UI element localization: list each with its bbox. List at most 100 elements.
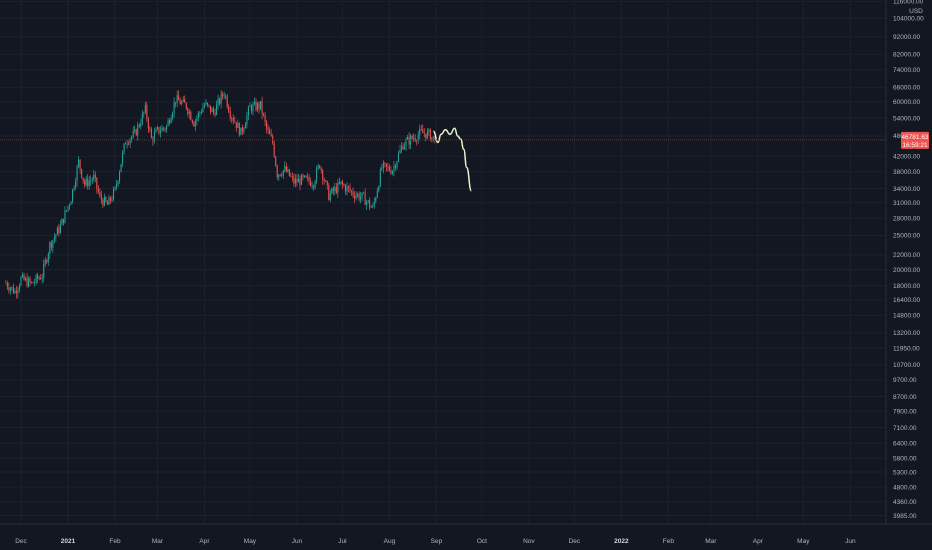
candle-body bbox=[228, 106, 230, 112]
x-tick-label: 2022 bbox=[614, 538, 629, 545]
candle-body bbox=[196, 117, 198, 121]
candle-body bbox=[153, 132, 155, 142]
candle-body bbox=[376, 190, 378, 198]
candle-body bbox=[209, 105, 212, 113]
candle-body bbox=[313, 185, 315, 188]
candle-body bbox=[187, 108, 189, 114]
candle-body bbox=[100, 195, 102, 200]
candle-body bbox=[363, 192, 365, 194]
candle-body bbox=[73, 187, 75, 190]
candle-body bbox=[287, 169, 289, 172]
candle-body bbox=[346, 186, 348, 192]
candle-body bbox=[38, 278, 40, 279]
x-tick-label: Jul bbox=[338, 538, 347, 545]
candle-body bbox=[146, 104, 148, 119]
candle-body bbox=[188, 112, 190, 114]
candle-body bbox=[68, 204, 71, 207]
candle-body bbox=[167, 120, 169, 126]
candle-body bbox=[375, 197, 377, 202]
candle-body bbox=[384, 162, 386, 164]
candle-body bbox=[62, 218, 64, 223]
candle-body bbox=[404, 145, 406, 150]
candle-body bbox=[284, 165, 286, 171]
candle-body bbox=[426, 131, 428, 139]
candle-body bbox=[357, 193, 359, 196]
candle-body bbox=[302, 175, 304, 177]
x-tick-label: Apr bbox=[753, 538, 764, 545]
candle-body bbox=[414, 138, 416, 141]
candle-body bbox=[8, 287, 10, 291]
candle-body bbox=[106, 201, 108, 205]
candle-body bbox=[21, 274, 24, 278]
candle-body bbox=[70, 201, 72, 205]
candle-body bbox=[119, 172, 121, 182]
candle-body bbox=[413, 138, 415, 139]
y-tick-label: 14800.00 bbox=[893, 313, 920, 320]
candle-body bbox=[266, 121, 268, 130]
candle-body bbox=[147, 118, 149, 129]
candle-body bbox=[78, 159, 80, 167]
candle-body bbox=[429, 129, 431, 141]
forecast-drawing[interactable] bbox=[432, 127, 473, 192]
candle-body bbox=[247, 107, 249, 116]
y-tick-label: 60000.00 bbox=[893, 99, 920, 106]
candle-body bbox=[405, 139, 407, 146]
candle-body bbox=[193, 122, 195, 127]
y-tick-label: 42000.00 bbox=[893, 154, 920, 161]
candle-body bbox=[72, 189, 74, 202]
candle-body bbox=[261, 101, 263, 114]
candle-body bbox=[12, 287, 14, 294]
x-tick-label: 2021 bbox=[61, 538, 76, 545]
y-tick-label: 82000.00 bbox=[893, 52, 920, 59]
y-tick-label: 10700.00 bbox=[893, 362, 920, 369]
candle-body bbox=[417, 134, 419, 141]
candle-body bbox=[87, 178, 89, 187]
candle-body bbox=[179, 100, 181, 105]
x-tick-label: Nov bbox=[523, 538, 535, 545]
candle-body bbox=[235, 122, 237, 129]
candle-body bbox=[108, 197, 110, 205]
candle-body bbox=[141, 113, 143, 124]
candle-body bbox=[29, 278, 31, 283]
candle-body bbox=[226, 96, 228, 107]
candle-body bbox=[300, 175, 303, 185]
candle-body bbox=[137, 124, 139, 136]
candle-body bbox=[332, 188, 334, 192]
candle-body bbox=[176, 95, 178, 103]
candle-body bbox=[338, 182, 340, 184]
candle-body bbox=[269, 130, 271, 135]
candle-body bbox=[34, 282, 36, 284]
candle-body bbox=[370, 206, 372, 208]
candle-body bbox=[256, 103, 259, 111]
candle-body bbox=[88, 180, 90, 187]
candle-body bbox=[432, 136, 434, 138]
candle-body bbox=[319, 165, 321, 168]
candle-body bbox=[402, 146, 404, 150]
candle-body bbox=[337, 182, 339, 193]
candle-body bbox=[35, 275, 37, 283]
candle-body bbox=[423, 133, 425, 134]
candle-body bbox=[249, 105, 251, 108]
candle-body bbox=[250, 105, 252, 112]
candle-body bbox=[396, 161, 398, 168]
candle-body bbox=[43, 263, 45, 278]
candle-body bbox=[293, 176, 295, 184]
candle-body bbox=[161, 127, 163, 132]
candle-body bbox=[343, 184, 345, 186]
candle-body bbox=[311, 185, 313, 187]
candle-body bbox=[255, 101, 257, 111]
candle-body bbox=[194, 120, 196, 127]
candle-body bbox=[18, 285, 21, 290]
candle-body bbox=[44, 260, 46, 264]
candle-body bbox=[422, 129, 424, 134]
y-tick-label: 25000.00 bbox=[893, 233, 920, 240]
candle-body bbox=[222, 93, 224, 96]
y-tick-label: 16400.00 bbox=[893, 297, 920, 304]
time-axis[interactable]: Dec 2021 Feb Mar Apr May Jun Jul Aug Sep Oct Nov Dec… bbox=[15, 538, 856, 545]
candle-body bbox=[185, 102, 187, 109]
candle-body bbox=[244, 124, 246, 129]
candle-body bbox=[170, 118, 172, 124]
candle-body bbox=[231, 117, 233, 119]
candle-body bbox=[94, 174, 96, 178]
